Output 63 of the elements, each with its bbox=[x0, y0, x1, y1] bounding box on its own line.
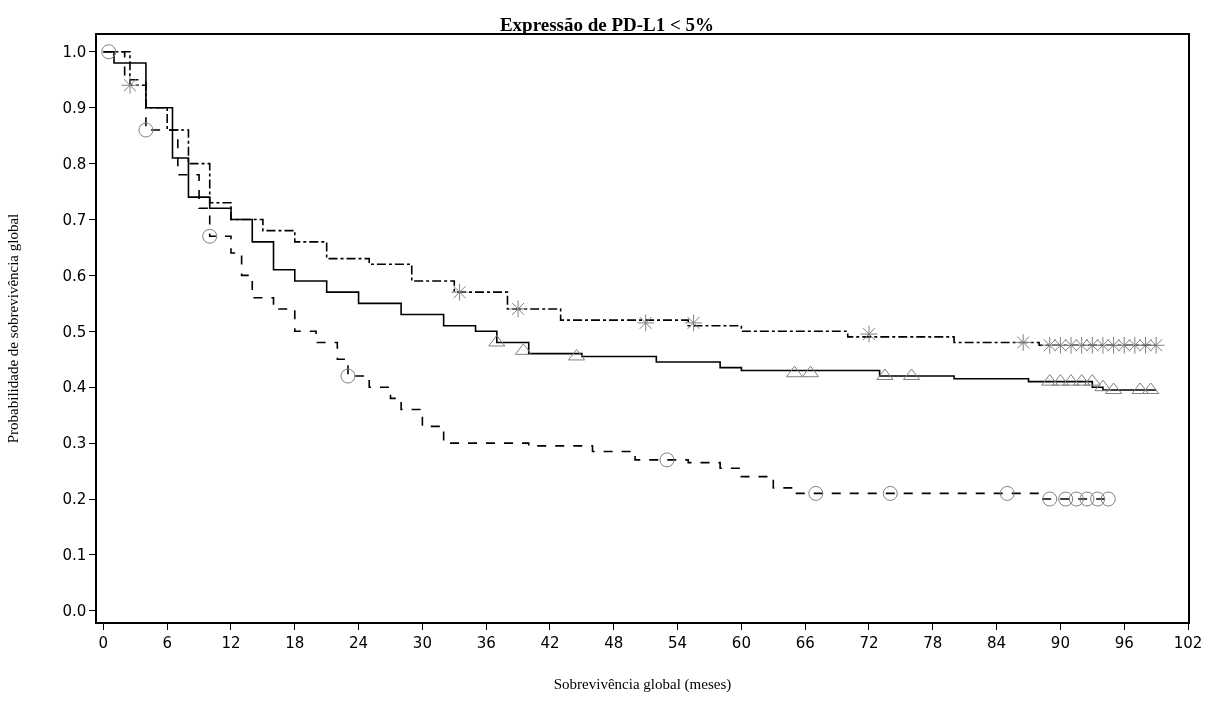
point bbox=[202, 228, 218, 244]
x-tick-label: 12 bbox=[221, 633, 241, 652]
point bbox=[659, 452, 675, 468]
x-tick-label: 96 bbox=[1114, 633, 1134, 652]
chart-title: Expressão de PD-L1 < 5% bbox=[499, 13, 715, 35]
point bbox=[1068, 491, 1084, 507]
y-tick-label: 1.0 bbox=[62, 43, 87, 62]
x-tick-label: 54 bbox=[668, 633, 688, 652]
point bbox=[1014, 333, 1033, 352]
point bbox=[1072, 336, 1091, 355]
x-tick-label: 36 bbox=[476, 633, 496, 652]
point bbox=[876, 368, 894, 381]
point bbox=[860, 325, 878, 343]
point bbox=[1051, 336, 1070, 355]
x-tick-label: 48 bbox=[604, 633, 624, 652]
x-tick-label: 42 bbox=[540, 633, 560, 652]
point bbox=[1094, 379, 1112, 392]
y-tick-label: 0.4 bbox=[62, 378, 87, 397]
y-tick-label: 0.5 bbox=[62, 322, 87, 341]
point bbox=[138, 122, 154, 138]
point bbox=[1058, 491, 1074, 507]
point bbox=[882, 485, 898, 501]
point bbox=[1062, 336, 1080, 355]
x-tick-label: 90 bbox=[1050, 633, 1070, 652]
point bbox=[1104, 336, 1123, 355]
point bbox=[1042, 491, 1058, 507]
x-tick-label: 102 bbox=[1173, 633, 1203, 652]
point bbox=[1136, 336, 1155, 355]
y-tick-label: 0.0 bbox=[62, 602, 87, 621]
point bbox=[1147, 336, 1165, 355]
x-tick-label: 60 bbox=[731, 633, 751, 652]
point bbox=[488, 334, 506, 347]
x-tick-label: 72 bbox=[859, 633, 879, 652]
x-axis-title: Sobrevivência global (meses) bbox=[553, 676, 732, 694]
point bbox=[999, 485, 1015, 501]
point bbox=[1094, 336, 1112, 355]
point bbox=[1100, 491, 1116, 507]
y-axis-title: Probabilidade de sobrevivência global bbox=[5, 213, 22, 444]
point bbox=[450, 283, 469, 302]
x-tick-label: 6 bbox=[162, 633, 172, 652]
y-tick-label: 0.2 bbox=[62, 490, 87, 509]
x-tick-label: 30 bbox=[412, 633, 432, 652]
point bbox=[509, 300, 527, 318]
y-tick-label: 0.6 bbox=[62, 266, 87, 285]
point bbox=[684, 314, 703, 332]
y-tick-label: 0.3 bbox=[62, 434, 87, 453]
x-tick-label: 84 bbox=[987, 633, 1007, 652]
x-tick-label: 78 bbox=[923, 633, 943, 652]
y-tick-label: 0.9 bbox=[62, 98, 87, 117]
y-tick-label: 0.8 bbox=[62, 154, 87, 173]
y-tick-label: 0.1 bbox=[62, 546, 87, 565]
y-tick-label: 0.7 bbox=[62, 210, 87, 229]
point bbox=[101, 44, 117, 60]
x-tick-label: 66 bbox=[795, 633, 815, 652]
point bbox=[636, 314, 655, 332]
point bbox=[121, 76, 139, 95]
point bbox=[808, 485, 824, 501]
point bbox=[1090, 491, 1106, 507]
x-tick-label: 24 bbox=[349, 633, 369, 652]
x-tick-label: 0 bbox=[98, 633, 109, 652]
point bbox=[340, 368, 356, 384]
point bbox=[1079, 491, 1095, 507]
x-tick-label: 18 bbox=[285, 633, 305, 652]
